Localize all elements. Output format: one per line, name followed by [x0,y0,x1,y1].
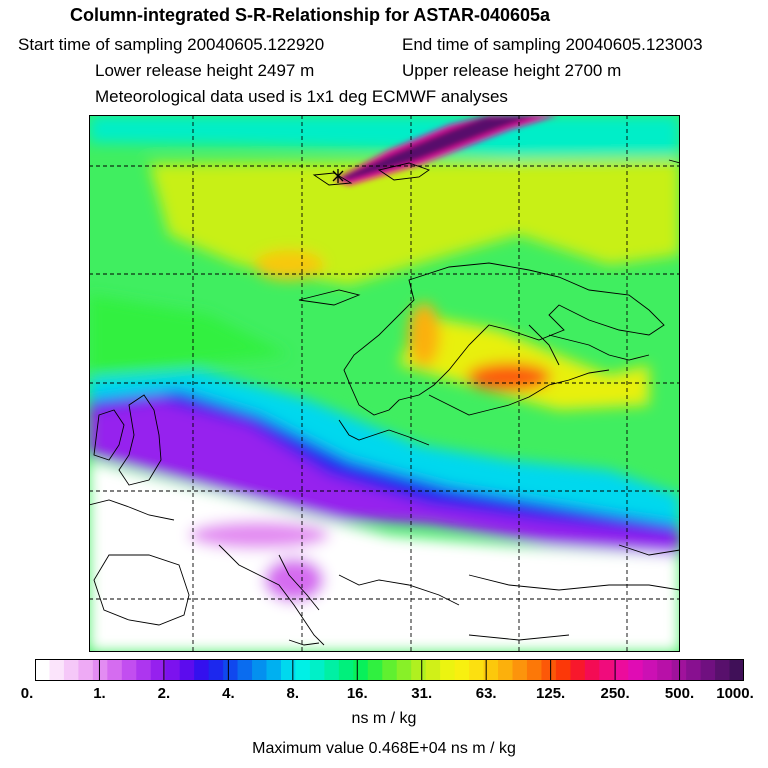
field-green-west [89,295,289,375]
field-yellow-band [399,315,649,410]
scale-cell [338,659,354,681]
scale-cell [454,659,470,681]
field-cyan-north [89,115,680,157]
scale-cell [367,659,383,681]
scale-cell [469,659,485,681]
scale-cell [555,659,571,681]
scale-tick-label: 16. [346,685,368,702]
scale-cell [425,659,441,681]
scale-cell [541,659,557,681]
scale-cell [613,659,629,681]
scale-cell [121,659,137,681]
scale-cell [208,659,224,681]
scale-cell [35,659,51,681]
scale-cell [78,659,94,681]
scale-cell [715,659,731,681]
scale-cell [599,659,615,681]
scale-cell [483,659,499,681]
scale-cell [92,659,108,681]
field-white-south [89,460,680,652]
scale-tick-label: 2. [157,685,171,702]
scale-cell [584,659,600,681]
field-pink-alps [189,521,329,549]
scale-cell [280,659,297,681]
scale-cell [729,659,744,681]
scale-cell [396,659,412,681]
maximum-value: Maximum value 0.468E+04 ns m / kg [252,740,516,757]
color-scale-bar [35,659,744,681]
scale-cell [136,659,152,681]
scale-cell [642,659,658,681]
scale-cell [657,659,673,681]
scale-cell [353,659,369,681]
scale-cell [309,659,325,681]
end-time: End time of sampling 20040605.123003 [402,35,703,54]
scale-cell [324,659,340,681]
scale-tick-label: 4. [222,685,235,702]
field-orange-peak [408,303,440,367]
scale-units: ns m / kg [351,710,417,727]
lower-release-height: Lower release height 2497 m [95,61,315,80]
scale-cell [63,659,80,681]
plume-inner [339,115,539,181]
scale-tick-label: 31. [411,685,433,702]
scale-cell [150,659,166,681]
scale-cell [512,659,528,681]
scale-cell [382,659,398,681]
scale-tick-label: 0. [20,685,34,702]
scale-cell [686,659,702,681]
scale-cell [266,659,282,681]
scale-cell [179,659,195,681]
scale-cell [49,659,65,681]
scale-tick-label: 63. [475,685,497,702]
scale-tick-label: 1. [93,685,106,702]
scale-tick-label: 500. [664,685,695,702]
scale-tick-label: 1000. [716,685,754,702]
scale-cell [570,659,586,681]
source-marker [332,169,344,183]
field-orange-patch [254,250,324,280]
upper-release-height: Upper release height 2700 m [402,61,622,80]
scale-cell [237,659,253,681]
map-title: Column-integrated S-R-Relationship for A… [70,5,551,25]
coastlines [89,159,680,646]
scale-cell [526,659,543,681]
meteo-data-note: Meteorological data used is 1x1 deg ECMW… [95,87,508,106]
scale-cell [700,659,716,681]
field-red-peak [467,363,551,391]
sensitivity-map [89,115,680,652]
scale-cell [107,659,123,681]
scale-cell [252,659,268,681]
field-violet-band [89,400,680,555]
scale-cell [165,659,181,681]
scale-tick-label: 8. [286,685,300,702]
scale-tick-label: 125. [536,685,566,702]
start-time: Start time of sampling 20040605.122920 [18,35,325,54]
scale-tick-label: 250. [600,685,630,702]
scale-cell [223,659,239,681]
scale-cell [498,659,514,681]
scale-cell [194,659,210,681]
scale-cell [295,659,311,681]
scale-cell [411,659,427,681]
map-frame [89,115,680,652]
scale-cell [628,659,644,681]
scale-cell [440,659,456,681]
graticule [89,115,680,652]
